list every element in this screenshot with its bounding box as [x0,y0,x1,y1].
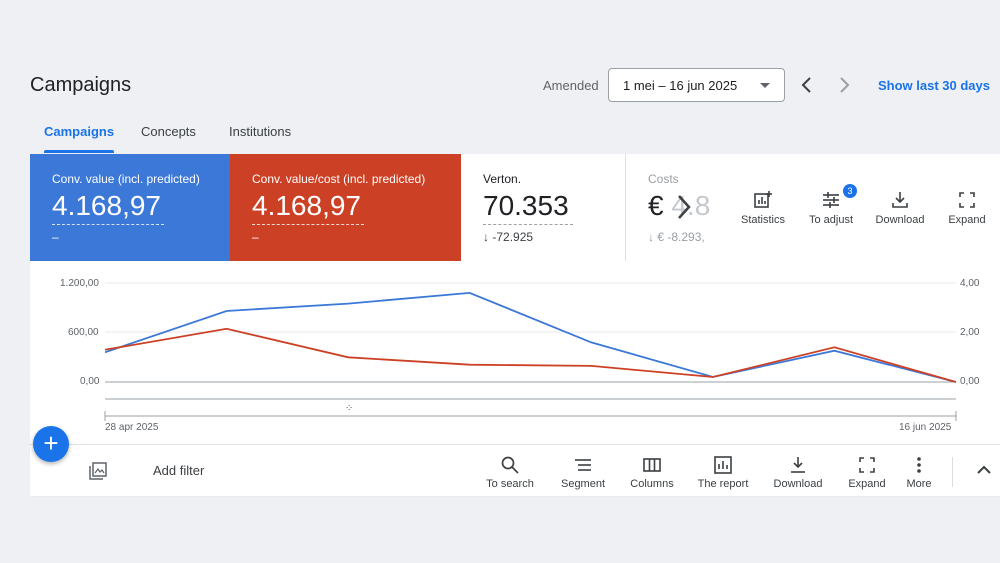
notification-badge: 3 [843,184,857,198]
adjust-icon [823,192,839,208]
y-left-tick: 600,00 [68,327,99,338]
expand-icon [859,457,875,473]
segment-icon [575,459,591,471]
table-toolbar: Add filter To search Segment Columns [30,444,1000,496]
metric-underline [52,224,164,225]
drag-handle-icon: ⁘ [345,403,353,414]
columns-button[interactable]: Columns [624,455,680,490]
metric-change: ↓ € -8.293, [648,230,705,244]
toolbar-divider [952,457,953,487]
metric-underline [252,224,364,225]
series-line-1 [104,291,957,383]
metric-label: Costs [648,172,679,186]
plus-icon: + [43,428,59,458]
metric-value: 70.353 [483,190,569,221]
date-range-select[interactable]: 1 mei – 16 jun 2025 [608,68,785,102]
metric-label: Conv. value (incl. predicted) [52,172,200,186]
statistics-icon [754,191,772,208]
range-end-label: 16 jun 2025 [899,422,952,433]
show-last-30-days-link[interactable]: Show last 30 days [878,78,990,93]
more-button[interactable]: More [902,455,936,490]
page-title: Campaigns [30,74,132,96]
chart-canvas: ⁘ [104,282,957,421]
tab-bar: Campaigns Concepts Institutions [30,118,1000,154]
statistics-button[interactable]: Statistics [735,190,791,226]
metric-card-conv-value[interactable]: Conv. value (incl. predicted) 4.168,97 – [30,154,230,261]
arrow-down-icon: ↓ [483,230,489,244]
report-icon [714,456,732,474]
expand-button[interactable]: Expand [942,190,992,226]
chevron-left-icon[interactable] [797,74,817,96]
performance-chart: 1.200,00 600,00 0,00 4,00 2,00 0,00 ⁘ 28… [30,261,1000,441]
chevron-up-icon[interactable] [975,463,993,477]
tab-institutions[interactable]: Institutions [229,124,292,139]
arrow-down-icon: ↓ [648,230,654,244]
metric-label: Conv. value/cost (incl. predicted) [252,172,426,186]
metric-card-conv-value-cost[interactable]: Conv. value/cost (incl. predicted) 4.168… [230,154,461,261]
download-button[interactable]: Download [870,190,930,226]
download-button[interactable]: Download [768,455,828,490]
y-right-tick: 2,00 [960,327,980,338]
filter-image-icon[interactable] [88,461,108,481]
search-icon [501,456,519,474]
metric-card-costs[interactable]: Costs € 4.8 ↓ € -8.293, [626,154,1000,261]
tab-concepts[interactable]: Concepts [141,124,196,139]
tab-campaigns[interactable]: Campaigns [44,124,115,139]
amended-label: Amended [543,78,599,93]
columns-icon [643,458,661,472]
chevron-right-icon[interactable] [834,74,854,96]
active-tab-indicator [44,150,114,153]
adjust-button[interactable]: 3 To adjust [803,184,859,226]
metric-label: Verton. [483,172,522,186]
y-left-tick: 0,00 [80,376,100,387]
segment-button[interactable]: Segment [556,455,610,490]
add-filter-button[interactable]: Add filter [153,463,205,478]
caret-down-icon [760,83,770,88]
expand-button[interactable]: Expand [841,455,893,490]
overview-panel: Conv. value (incl. predicted) 4.168,97 –… [30,154,1000,496]
range-slider[interactable]: ⁘ [104,398,957,421]
y-right-tick: 4,00 [960,278,980,289]
series-line-2 [104,327,957,383]
metric-value: 4.168,97 [52,190,161,221]
chevron-right-icon[interactable] [674,192,694,222]
page-header: Campaigns Amended 1 mei – 16 jun 2025 Sh… [0,60,1000,110]
metric-change: – [52,230,59,244]
metric-value: 4.168,97 [252,190,361,221]
metric-change: ↓ -72.925 [483,230,534,244]
search-button[interactable]: To search [480,455,540,490]
metric-card-conversions[interactable]: Verton. 70.353 ↓ -72.925 [461,154,626,261]
download-icon [791,457,805,473]
panel-bottom-border [30,496,1000,497]
range-start-label: 28 apr 2025 [105,422,159,433]
metric-change: – [252,230,259,244]
add-fab-button[interactable]: + [33,426,69,462]
date-range-value: 1 mei – 16 jun 2025 [623,78,738,93]
more-vert-icon [917,457,921,473]
metric-underline [483,224,573,225]
y-right-tick: 0,00 [960,376,980,387]
metric-value: € 4.8 [648,190,711,221]
expand-icon [959,192,975,208]
y-left-tick: 1.200,00 [60,278,99,289]
download-icon [892,192,908,208]
report-button[interactable]: The report [692,455,754,490]
